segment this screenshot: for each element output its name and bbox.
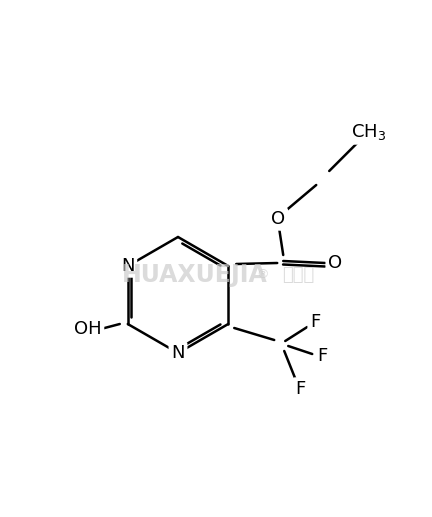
Text: HUAXUEJIA: HUAXUEJIA bbox=[122, 263, 268, 287]
Text: CH$_3$: CH$_3$ bbox=[351, 122, 386, 142]
Text: O: O bbox=[328, 254, 342, 272]
Text: ®: ® bbox=[257, 268, 269, 281]
Text: O: O bbox=[271, 210, 285, 228]
Text: OH: OH bbox=[74, 320, 102, 338]
Text: N: N bbox=[121, 257, 134, 275]
Text: N: N bbox=[171, 344, 185, 362]
Text: F: F bbox=[317, 347, 327, 365]
Text: F: F bbox=[310, 313, 321, 331]
Text: F: F bbox=[295, 380, 305, 398]
Text: 化学加: 化学加 bbox=[282, 266, 314, 284]
